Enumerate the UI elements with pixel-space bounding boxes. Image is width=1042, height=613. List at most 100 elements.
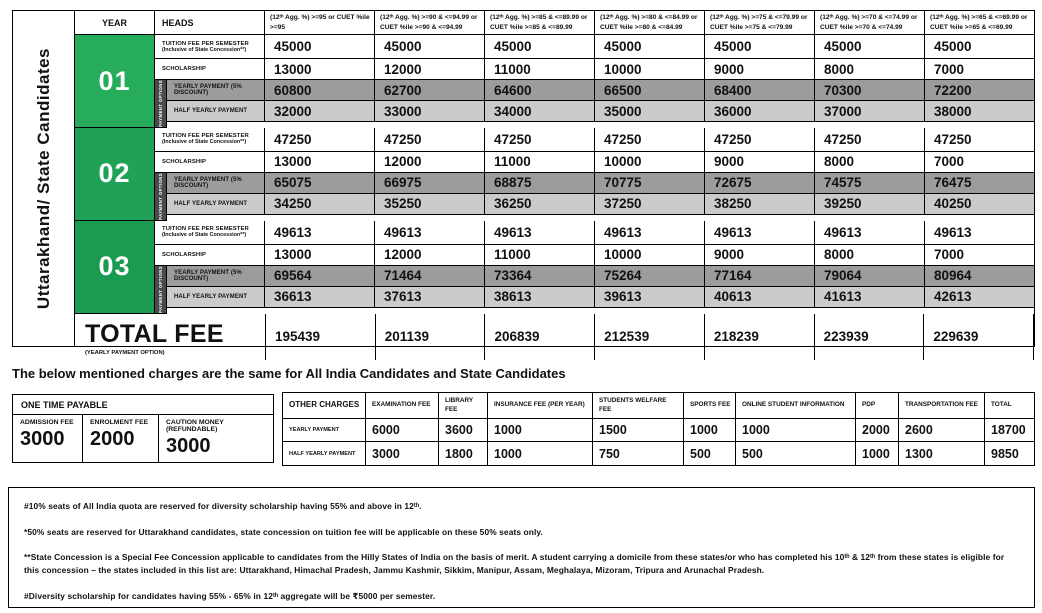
scholarship-value: 8000 [815, 151, 925, 173]
yearly-payment-value: 66500 [595, 80, 705, 102]
scholarship-value: 9000 [705, 151, 815, 173]
scholarship-value: 10000 [595, 151, 705, 173]
tuition-fee-value: 45000 [815, 35, 925, 60]
tuition-fee-value: 47250 [265, 127, 375, 152]
other-charges-value: 1000 [684, 419, 736, 442]
scholarship-value: 12000 [375, 244, 485, 266]
other-charges-column-header: INSURANCE FEE (PER YEAR) [488, 393, 593, 419]
payment-options-strip: PAYMENT OPTIONS [155, 265, 167, 314]
tuition-fee-sublabel: (Inclusive of State Concession**) [162, 46, 247, 53]
scholarship-value: 7000 [925, 152, 1034, 173]
payment-options-strip: PAYMENT OPTIONS [155, 172, 167, 221]
one-time-payable-item-label: ENROLMENT FEE [90, 419, 149, 426]
fee-table-body: YEAR HEADS (12ᵗʰ Agg. %) >=95 or CUET %i… [75, 11, 1035, 360]
yearly-payment-value: 68875 [485, 172, 595, 194]
total-fee-value: 201139 [376, 313, 486, 360]
payment-options-strip: PAYMENT OPTIONS [155, 80, 167, 128]
one-time-payable-item-value: 3000 [20, 428, 65, 450]
year-block: 03 TUITION FEE PER SEMESTER (Inclusive of … [75, 220, 1034, 314]
tuition-fee-value: 45000 [705, 35, 815, 60]
tuition-fee-value: 49613 [815, 220, 925, 245]
half-yearly-payment-value: 36250 [485, 193, 595, 215]
scholarship-label: SCHOLARSHIP [162, 251, 206, 258]
other-charges-value: 1800 [439, 442, 488, 465]
yearly-payment-value: 72200 [925, 80, 1034, 102]
tuition-fee-label: TUITION FEE PER SEMESTER [162, 133, 249, 140]
payment-options-group: PAYMENT OPTIONS YEARLY PAYMENT (5% DISCOU… [155, 80, 1034, 128]
one-time-payable-item: ADMISSION FEE 3000 [13, 415, 83, 462]
percentile-column-header: (12ᵗʰ Agg. %) >=65 & <=69.99 or CUET %il… [925, 11, 1034, 36]
year-number-cell: 01 [75, 35, 155, 128]
year-number-cell: 03 [75, 220, 155, 314]
half-yearly-payment-value: 32000 [265, 101, 375, 123]
other-charges-column-header: SPORTS FEE [684, 393, 736, 419]
one-time-payable-item: CAUTION MONEY (REFUNDABLE) 3000 [159, 415, 273, 462]
scholarship-value: 9000 [705, 244, 815, 266]
footnote: **State Concession is a Special Fee Conc… [24, 552, 1005, 576]
percentile-column-header: (12ᵗʰ Agg. %) >=75 & <=79.99 or CUET %il… [705, 11, 815, 36]
half-yearly-payment-head-cell: HALF YEARLY PAYMENT [167, 193, 265, 215]
scholarship-head-cell: SCHOLARSHIP [155, 151, 265, 173]
total-fee-value: 195439 [266, 313, 376, 360]
state-candidates-fee-table: Uttarakhand/ State Candidates YEAR HEADS… [12, 10, 1035, 360]
tuition-fee-sublabel: (Inclusive of State Concession**) [162, 232, 247, 239]
tuition-fee-value: 49613 [375, 220, 485, 245]
total-fee-label-cell: TOTAL FEE (YEARLY PAYMENT OPTION) [75, 313, 266, 360]
half-yearly-payment-value: 35250 [375, 193, 485, 215]
tuition-fee-value: 47250 [485, 127, 595, 152]
half-yearly-payment-value: 41613 [815, 286, 925, 308]
yearly-payment-head-cell: YEARLY PAYMENT (5% DISCOUNT) [167, 172, 265, 194]
yearly-payment-value: 75264 [595, 265, 705, 287]
one-time-payable-item-value: 2000 [90, 428, 135, 450]
scholarship-value: 8000 [815, 244, 925, 266]
yearly-payment-value: 69564 [265, 265, 375, 287]
scholarship-value: 13000 [265, 59, 375, 81]
tuition-fee-head-cell: TUITION FEE PER SEMESTER (Inclusive of St… [155, 220, 265, 245]
other-charges-value: 1300 [899, 442, 985, 465]
total-fee-sublabel: (YEARLY PAYMENT OPTION) [85, 349, 165, 356]
yearly-payment-value: 79064 [815, 265, 925, 287]
half-yearly-payment-head-cell: HALF YEARLY PAYMENT [167, 286, 265, 308]
tuition-fee-value: 49613 [485, 220, 595, 245]
percentile-column-header: (12ᵗʰ Agg. %) >=90 & <=94.99 or CUET %il… [375, 11, 485, 36]
one-time-payable-item: ENROLMENT FEE 2000 [83, 415, 159, 462]
other-charges-column-header: PDP [856, 393, 899, 419]
other-charges-value: 3600 [439, 419, 488, 442]
year-column-header: YEAR [75, 11, 155, 36]
other-charges-value: 1000 [488, 419, 593, 442]
half-yearly-payment-value: 40613 [705, 286, 815, 308]
total-fee-value: 212539 [595, 313, 705, 360]
scholarship-row: SCHOLARSHIP 13000 12000 11000 10000 9000 8000 7… [155, 244, 1034, 266]
other-charges-column-header: LIBRARY FEE [439, 393, 488, 419]
half-yearly-payment-value: 35000 [595, 101, 705, 123]
total-fee-value: 229639 [924, 313, 1035, 360]
percentile-column-header: (12ᵗʰ Agg. %) >=80 & <=84.99 or CUET %il… [595, 11, 705, 36]
scholarship-value: 13000 [265, 151, 375, 173]
tuition-fee-value: 49613 [705, 220, 815, 245]
yearly-payment-value: 71464 [375, 265, 485, 287]
half-yearly-payment-value: 37613 [375, 286, 485, 308]
other-charges-row-label: HALF YEARLY PAYMENT [283, 442, 366, 465]
one-time-payable-header: ONE TIME PAYABLE [13, 395, 273, 415]
scholarship-value: 8000 [815, 59, 925, 81]
yearly-payment-value: 73364 [485, 265, 595, 287]
yearly-payment-value: 77164 [705, 265, 815, 287]
tuition-fee-head-cell: TUITION FEE PER SEMESTER (Inclusive of St… [155, 127, 265, 152]
yearly-payment-value: 66975 [375, 172, 485, 194]
year-fee-rows: TUITION FEE PER SEMESTER (Inclusive of St… [155, 220, 1034, 314]
tuition-fee-value: 49613 [925, 221, 1034, 245]
tuition-fee-label: TUITION FEE PER SEMESTER [162, 226, 249, 233]
year-fee-rows: TUITION FEE PER SEMESTER (Inclusive of St… [155, 35, 1034, 128]
tuition-fee-row: TUITION FEE PER SEMESTER (Inclusive of St… [155, 127, 1034, 152]
tuition-fee-value: 45000 [265, 35, 375, 60]
half-yearly-payment-value: 40250 [925, 193, 1034, 215]
other-charges-value: 750 [593, 442, 684, 465]
total-fee-row: TOTAL FEE (YEARLY PAYMENT OPTION) 195439… [75, 313, 1035, 360]
half-yearly-payment-row: HALF YEARLY PAYMENT 36613 37613 38613 39613 4… [167, 286, 1034, 308]
percentile-column-header: (12ᵗʰ Agg. %) >=95 or CUET %ile >=95 [265, 11, 375, 36]
yearly-payment-label: YEARLY PAYMENT (5% DISCOUNT) [174, 84, 242, 97]
tuition-fee-value: 45000 [485, 35, 595, 60]
half-yearly-payment-value: 37000 [815, 101, 925, 123]
payment-option-rows: YEARLY PAYMENT (5% DISCOUNT) 60800 62700 64… [167, 80, 1034, 128]
half-yearly-payment-label: HALF YEARLY PAYMENT [174, 200, 248, 207]
